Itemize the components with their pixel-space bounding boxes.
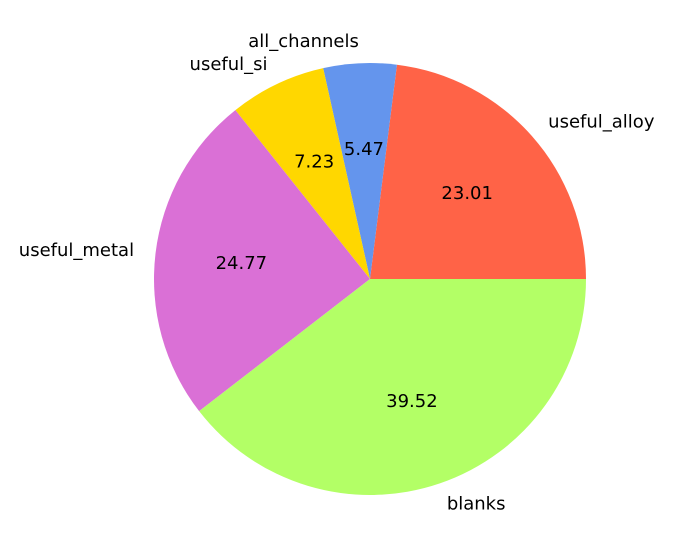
slice-label-blanks: blanks <box>447 493 506 514</box>
value-label-useful-si: 7.23 <box>294 152 334 173</box>
pie-slice-useful-alloy <box>370 64 586 279</box>
pie-slice-useful-si <box>235 68 370 279</box>
value-label-all-channels: 5.47 <box>344 139 384 160</box>
value-label-useful-alloy: 23.01 <box>441 183 493 204</box>
labels-layer: useful_alloy 23.01 all_channels 5.47 useful_… <box>19 31 655 514</box>
pie-slice-all-channels <box>323 63 397 279</box>
slice-label-useful-metal: useful_metal <box>19 240 134 261</box>
slice-label-all-channels: all_channels <box>248 31 359 52</box>
pie-slice-blanks <box>199 279 586 495</box>
slice-label-useful-alloy: useful_alloy <box>548 111 655 132</box>
slice-label-useful-si: useful_si <box>190 54 268 75</box>
value-label-useful-metal: 24.77 <box>216 253 268 274</box>
value-label-blanks: 39.52 <box>386 391 438 412</box>
slices-layer <box>154 63 586 495</box>
pie-slice-useful-metal <box>154 110 370 412</box>
